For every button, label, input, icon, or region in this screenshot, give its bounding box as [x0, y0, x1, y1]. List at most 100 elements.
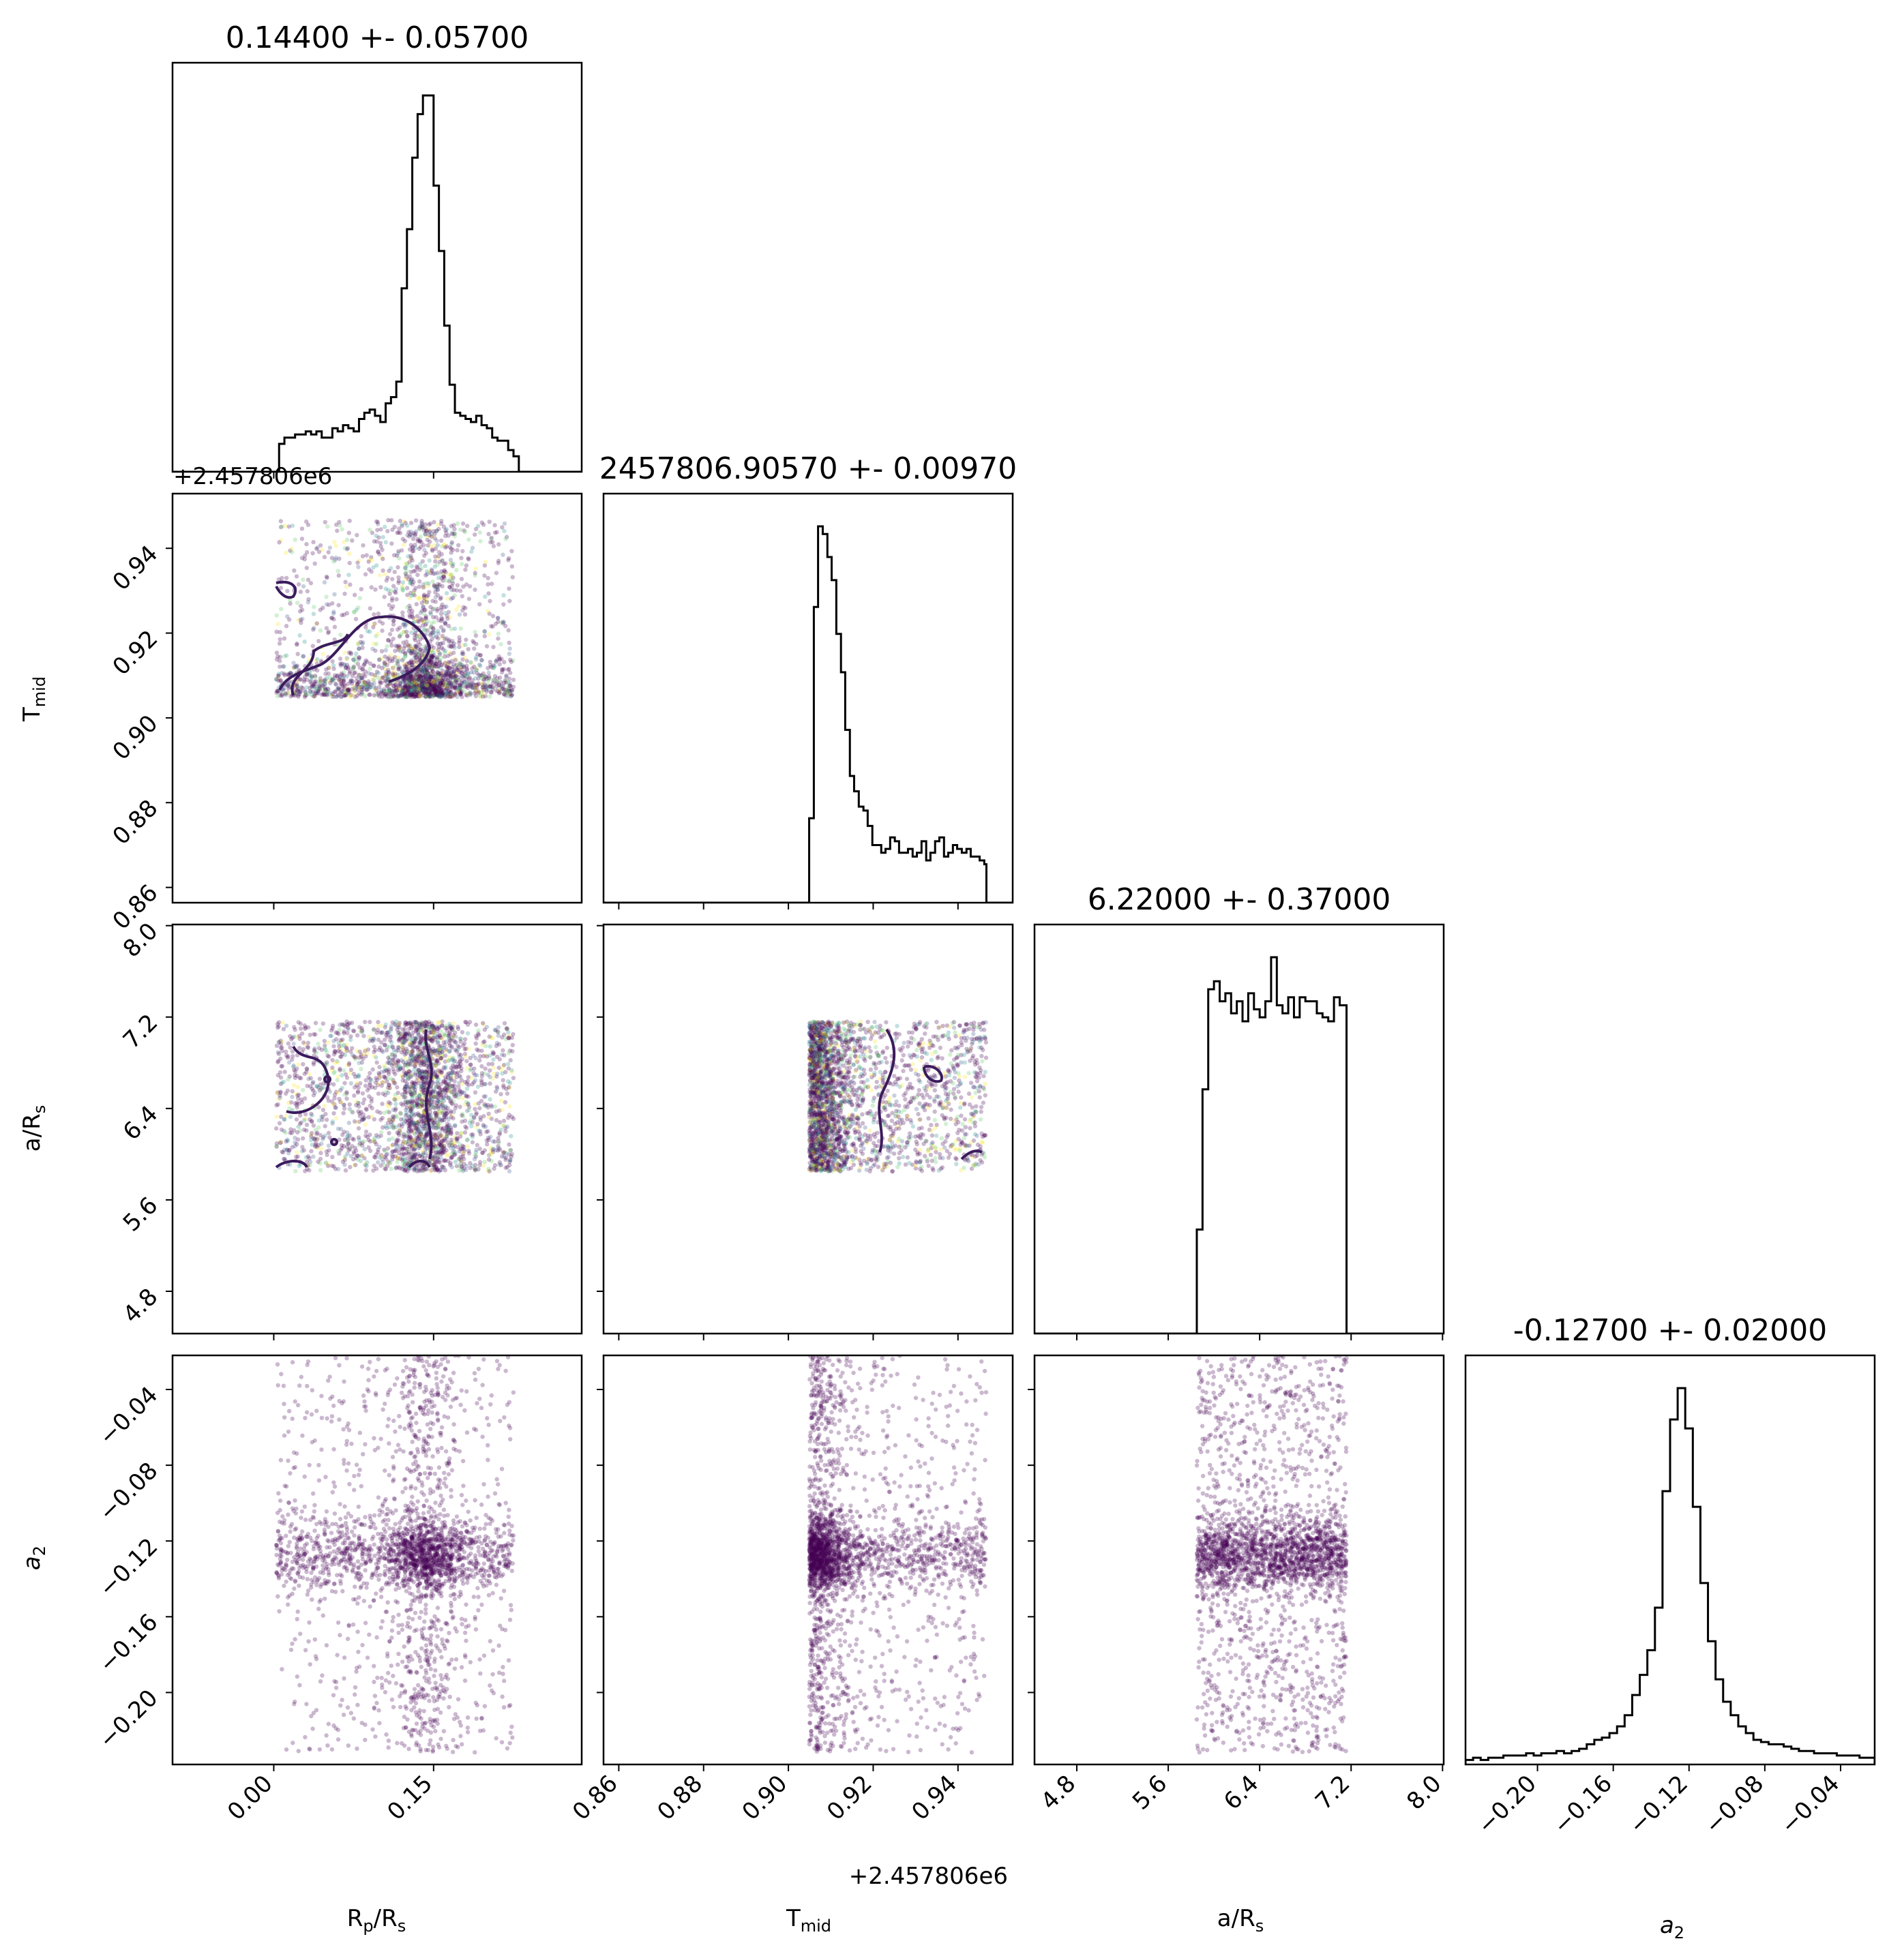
data-point: [408, 663, 413, 668]
data-point: [426, 663, 431, 668]
data-point: [405, 693, 410, 698]
data-point: [308, 1032, 312, 1038]
data-point: [428, 631, 433, 636]
data-point: [400, 658, 405, 663]
data-point: [503, 678, 509, 684]
data-point: [413, 568, 418, 573]
data-point: [438, 1092, 444, 1097]
data-point: [413, 1055, 418, 1061]
data-point: [294, 664, 299, 669]
data-point: [453, 607, 459, 612]
data-point: [387, 659, 392, 664]
data-point: [481, 687, 486, 692]
data-point: [342, 1102, 346, 1108]
data-point: [361, 640, 366, 645]
data-point: [501, 667, 507, 672]
data-point: [411, 693, 416, 697]
data-point: [432, 663, 437, 669]
data-point: [463, 567, 468, 572]
data-point: [312, 691, 317, 696]
data-point: [452, 627, 458, 631]
data-point: [460, 521, 466, 526]
data-point: [431, 681, 436, 686]
data-point: [410, 691, 415, 697]
data-point: [314, 546, 319, 552]
data-point: [383, 661, 388, 666]
data-point: [507, 1142, 511, 1147]
data-point: [361, 680, 366, 685]
data-point: [441, 578, 445, 583]
data-point: [322, 580, 327, 585]
data-point: [430, 648, 434, 653]
data-point: [414, 682, 419, 687]
data-point: [356, 657, 361, 662]
data-point: [366, 1074, 371, 1080]
data-point: [399, 692, 404, 697]
data-point: [325, 686, 330, 691]
data-point: [430, 1098, 434, 1104]
data-point: [477, 1106, 482, 1111]
data-point: [294, 665, 299, 670]
data-point: [416, 646, 421, 651]
data-point: [396, 565, 400, 570]
data-point: [344, 686, 349, 691]
data-point: [298, 677, 303, 682]
data-point: [435, 1035, 440, 1040]
data-point: [421, 582, 426, 587]
data-point: [408, 590, 413, 595]
data-point: [445, 596, 450, 601]
data-point: [415, 1169, 419, 1174]
data-point: [417, 685, 421, 690]
data-point: [404, 691, 410, 697]
data-point: [352, 1119, 357, 1124]
data-point: [432, 685, 437, 690]
data-point: [299, 1100, 305, 1104]
data-point: [276, 577, 282, 582]
data-point: [306, 1045, 311, 1050]
data-point: [493, 621, 499, 627]
data-point: [356, 565, 361, 569]
data-point: [327, 1135, 332, 1140]
data-point: [368, 528, 372, 532]
data-point: [413, 694, 417, 699]
data-point: [402, 1134, 408, 1139]
data-point: [368, 685, 372, 690]
data-point: [399, 693, 404, 697]
data-point: [417, 683, 421, 688]
data-point: [434, 692, 439, 697]
data-point: [398, 1147, 402, 1152]
data-point: [304, 1070, 309, 1074]
data-point: [365, 687, 370, 692]
data-point: [406, 680, 411, 685]
data-point: [433, 546, 438, 551]
data-point: [402, 682, 408, 687]
data-point: [415, 1119, 419, 1124]
data-point: [428, 1113, 433, 1117]
data-point: [385, 1146, 390, 1151]
data-point: [302, 557, 307, 562]
data-point: [381, 691, 385, 695]
data-point: [275, 689, 280, 694]
data-point: [417, 526, 422, 531]
data-point: [369, 569, 374, 574]
data-point: [284, 1113, 288, 1119]
data-point: [451, 670, 457, 674]
data-point: [309, 1149, 314, 1154]
data-point: [389, 541, 394, 546]
data-point: [464, 1137, 470, 1143]
data-point: [502, 521, 507, 526]
data-point: [403, 694, 408, 700]
data-point: [453, 684, 458, 689]
data-point: [411, 1130, 417, 1135]
contour-tmid-vs-rprs: [275, 580, 432, 696]
data-point: [417, 676, 422, 680]
data-point: [299, 526, 305, 531]
data-point: [288, 671, 293, 676]
data-point: [458, 692, 463, 697]
data-point: [452, 685, 457, 691]
data-point: [290, 523, 295, 528]
data-point: [405, 1139, 410, 1144]
data-point: [327, 678, 331, 683]
data-point: [458, 626, 463, 631]
data-point: [423, 616, 428, 620]
